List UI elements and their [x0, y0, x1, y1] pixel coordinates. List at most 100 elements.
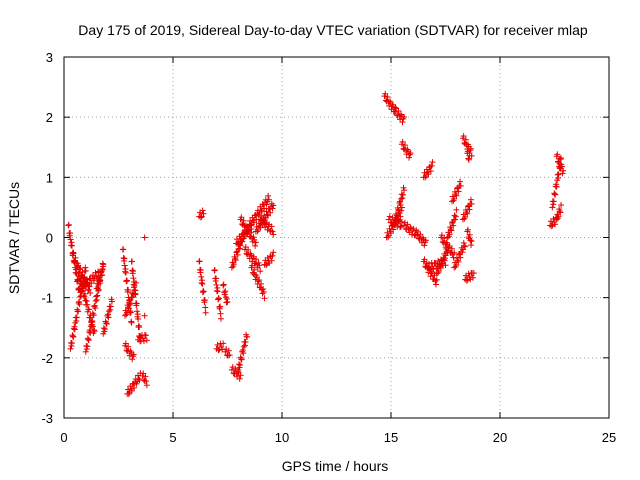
data-point	[464, 210, 471, 217]
data-point	[269, 205, 276, 212]
data-point	[270, 202, 277, 209]
data-point	[217, 310, 224, 317]
data-point	[220, 282, 227, 289]
data-point	[120, 246, 127, 253]
data-point	[88, 280, 95, 287]
data-point	[105, 314, 112, 321]
data-point	[263, 201, 270, 208]
data-point	[250, 270, 257, 277]
data-point	[468, 201, 475, 208]
data-point	[201, 297, 208, 304]
data-point	[103, 320, 110, 327]
data-point	[262, 219, 269, 226]
data-point	[256, 262, 263, 269]
data-point	[232, 365, 239, 372]
data-point	[238, 356, 245, 363]
data-point	[124, 277, 131, 284]
data-point	[75, 308, 82, 315]
data-point	[222, 288, 229, 295]
data-point	[462, 213, 469, 220]
data-point	[107, 303, 114, 310]
data-point	[429, 159, 436, 166]
data-point	[557, 209, 564, 216]
data-point	[407, 224, 414, 231]
y-tick-label: 2	[46, 110, 53, 125]
data-point	[214, 288, 221, 295]
data-point	[107, 306, 114, 313]
data-point	[399, 194, 406, 201]
data-point	[248, 229, 255, 236]
data-point	[433, 281, 440, 288]
data-point	[253, 223, 260, 230]
data-point	[106, 308, 113, 315]
y-tick-label: 3	[46, 50, 53, 65]
data-point	[401, 187, 408, 194]
data-point	[220, 340, 227, 347]
data-point	[101, 326, 108, 333]
data-point	[452, 216, 459, 223]
data-point	[402, 142, 409, 149]
data-point	[234, 251, 241, 258]
data-point	[399, 191, 406, 198]
data-point	[549, 204, 556, 211]
data-point	[247, 217, 254, 224]
data-point	[127, 300, 134, 307]
data-point	[130, 268, 137, 275]
data-point	[437, 264, 444, 271]
data-point	[465, 270, 472, 277]
data-point	[394, 212, 401, 219]
data-point	[461, 242, 468, 249]
data-point	[260, 288, 267, 295]
data-point	[385, 216, 392, 223]
data-point	[82, 267, 89, 274]
data-point	[550, 198, 557, 205]
data-point	[121, 262, 128, 269]
data-point	[122, 312, 129, 319]
data-point	[269, 228, 276, 235]
data-point	[258, 280, 265, 287]
data-point	[198, 273, 205, 280]
data-point	[235, 361, 242, 368]
data-point	[467, 237, 474, 244]
data-point	[132, 291, 139, 298]
data-point	[242, 339, 249, 346]
data-point	[558, 163, 565, 170]
data-point	[419, 234, 426, 241]
data-point	[250, 234, 257, 241]
data-point	[245, 246, 252, 253]
data-point	[267, 209, 274, 216]
data-point	[67, 345, 74, 352]
data-point	[237, 372, 244, 379]
data-point	[143, 382, 150, 389]
data-point	[71, 258, 78, 265]
x-tick-label: 25	[602, 430, 616, 445]
data-point	[71, 326, 78, 333]
data-point	[453, 262, 460, 269]
data-point	[556, 155, 563, 162]
data-point	[397, 198, 404, 205]
data-point	[555, 171, 562, 178]
data-point	[269, 252, 276, 259]
data-point	[240, 343, 247, 350]
data-point	[87, 329, 94, 336]
data-point	[244, 333, 251, 340]
data-point	[100, 261, 107, 268]
data-point	[548, 223, 555, 230]
plot-frame	[63, 56, 610, 419]
data-point	[270, 231, 277, 238]
data-point	[451, 212, 458, 219]
data-point	[98, 268, 105, 275]
data-point	[131, 384, 138, 391]
data-point	[245, 227, 252, 234]
data-point	[451, 195, 458, 202]
data-point	[89, 317, 96, 324]
data-point	[270, 249, 277, 256]
data-point	[232, 255, 239, 262]
data-point	[241, 342, 248, 349]
data-point	[438, 232, 445, 239]
data-point	[225, 347, 232, 354]
data-point	[217, 315, 224, 322]
data-point	[552, 191, 559, 198]
data-point	[260, 286, 267, 293]
